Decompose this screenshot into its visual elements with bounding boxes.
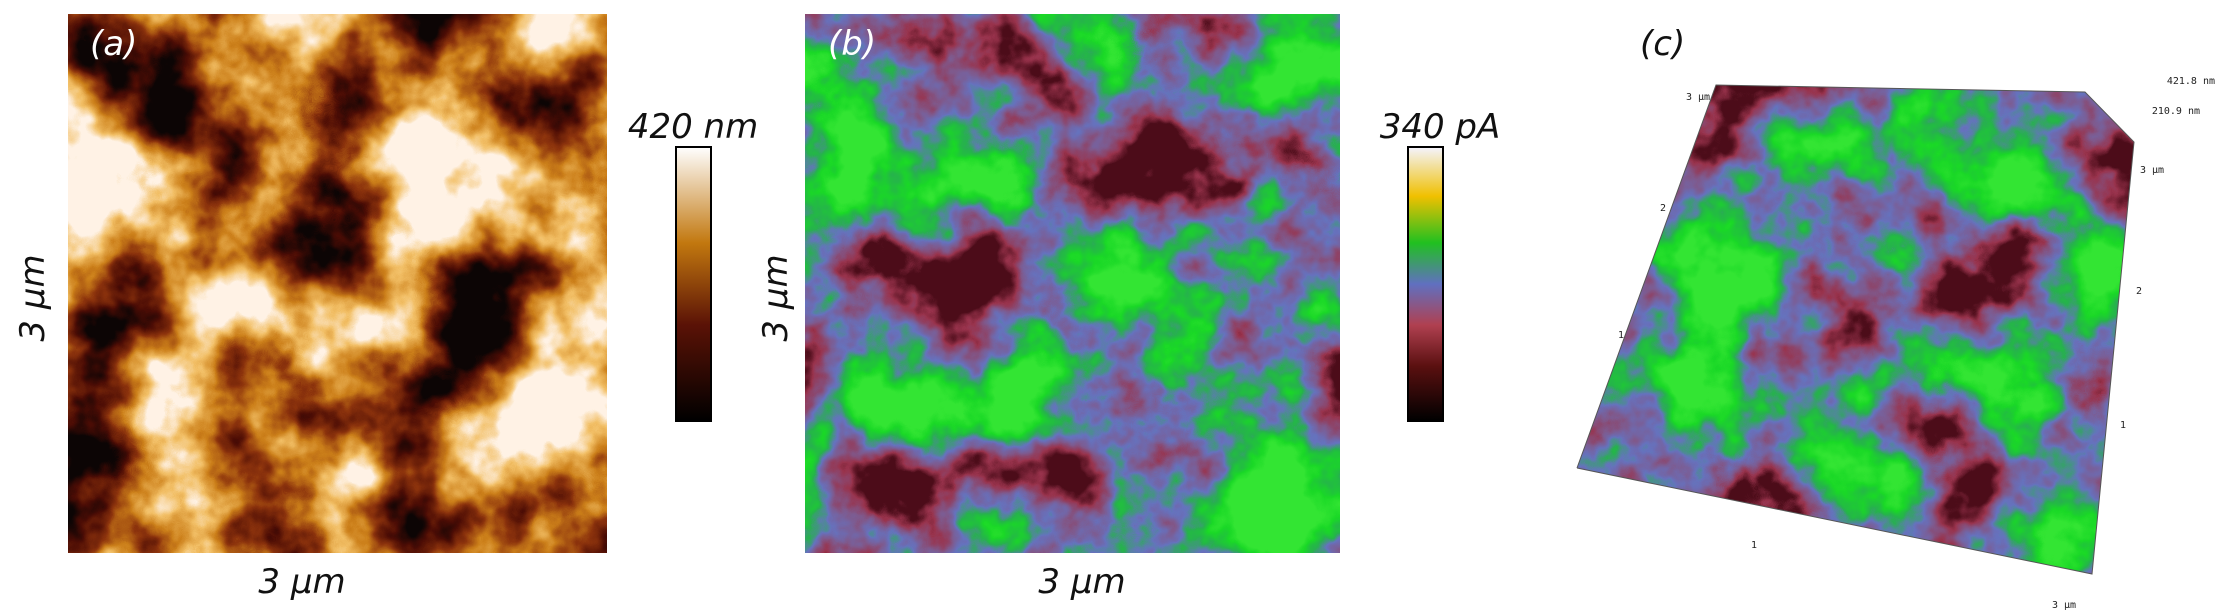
panel-label: (c): [1640, 24, 1685, 64]
surface-outline: [1576, 84, 2135, 575]
axis-label: 3 µm: [756, 254, 796, 341]
current-map-image: [805, 14, 1340, 553]
axis-annotation: 421.8 nm: [2167, 76, 2215, 87]
axis-annotation: 2: [1660, 203, 1666, 214]
surface-texture: [1577, 85, 2134, 574]
afm-topography-image: [68, 14, 607, 553]
panel-label: (a): [90, 24, 137, 64]
axis-label: 3 µm: [258, 562, 345, 602]
colorbar-label: 340 pA: [1380, 107, 1501, 147]
axis-label: 3 µm: [1038, 562, 1125, 602]
axis-annotation: 3 µm: [2140, 165, 2164, 176]
colorbar: [1407, 146, 1444, 422]
axis-annotation: 3 µm: [2052, 600, 2076, 611]
axis-annotation: 2: [2136, 286, 2142, 297]
panel-label: (b): [828, 24, 876, 64]
colorbar: [675, 146, 712, 422]
surface-3d: [1577, 85, 2134, 574]
axis-annotation: 1: [2120, 420, 2126, 431]
axis-label: 3 µm: [13, 254, 53, 341]
axis-annotation: 1: [1618, 330, 1624, 341]
colorbar-label: 420 nm: [628, 107, 758, 147]
axis-annotation: 210.9 nm: [2152, 106, 2200, 117]
axis-annotation: 3 µm: [1686, 92, 1710, 103]
axis-annotation: 1: [1751, 540, 1757, 551]
